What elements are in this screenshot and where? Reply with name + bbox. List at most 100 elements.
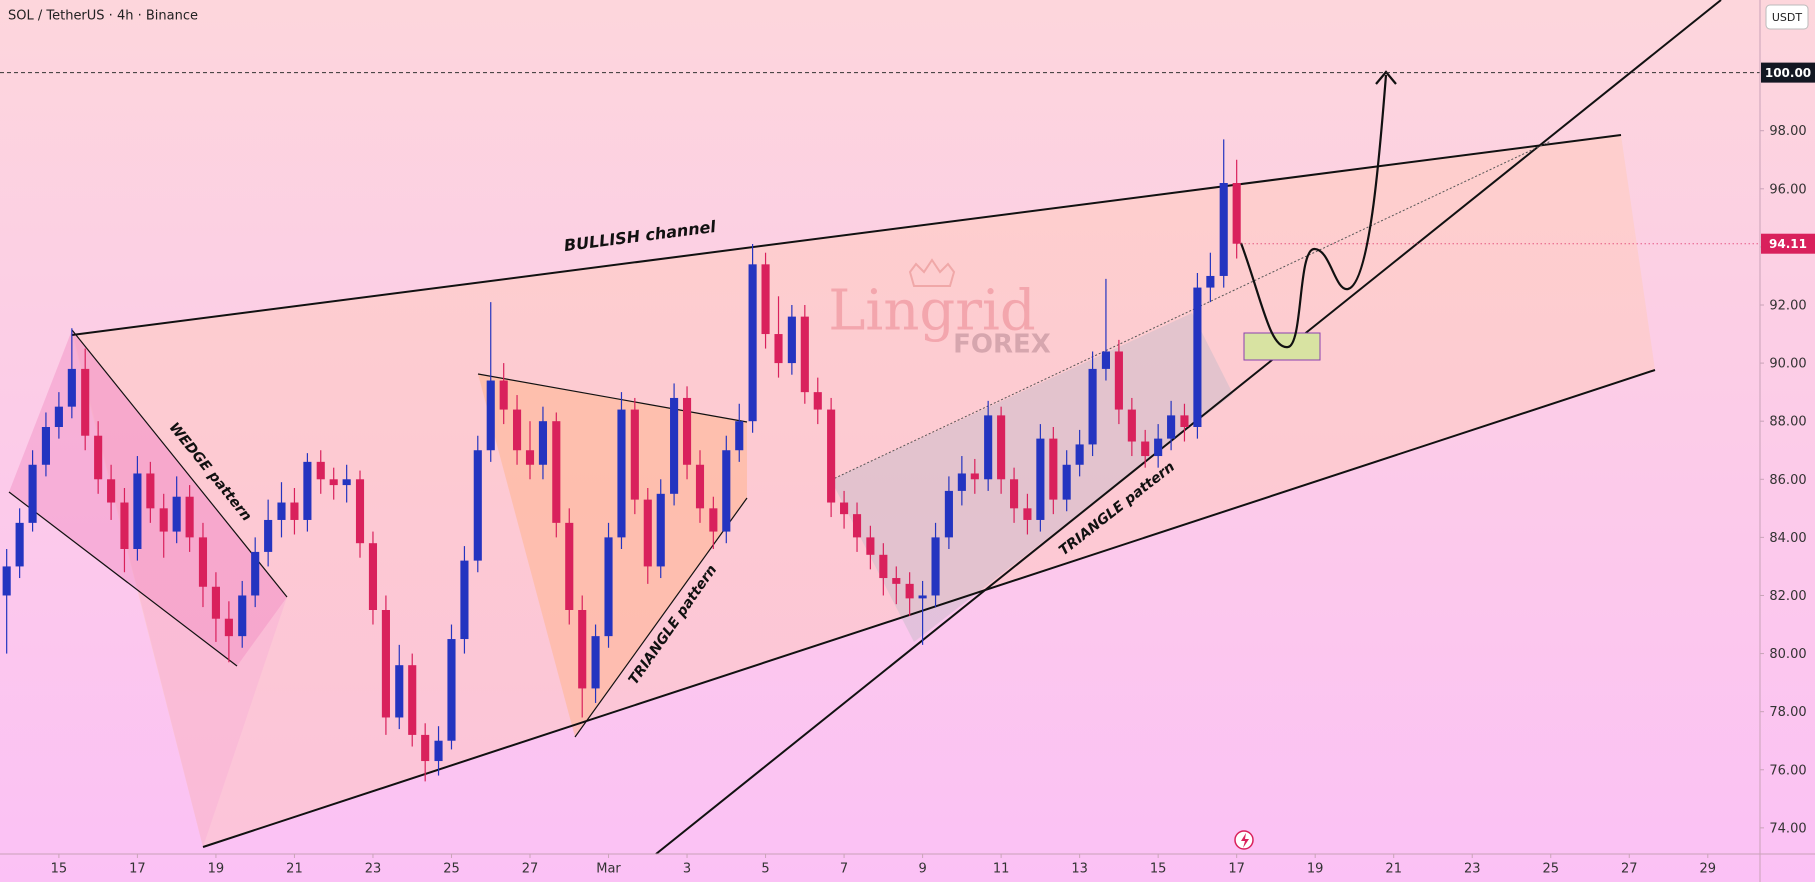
- x-tick-label: 27: [1621, 862, 1638, 877]
- candle-body: [997, 415, 1006, 480]
- candle-body: [905, 583, 914, 599]
- candle-body: [1023, 508, 1032, 520]
- candle-body: [264, 519, 273, 552]
- plot: [0, 72, 1760, 782]
- candle-body: [107, 479, 116, 503]
- x-tick-label: 15: [51, 862, 68, 877]
- candle-body: [1232, 183, 1241, 244]
- candle-body: [879, 554, 888, 579]
- x-tick-label: 17: [1228, 862, 1245, 877]
- chart-title: SOL / TetherUS · 4h · Binance: [8, 9, 198, 24]
- candle-body: [290, 502, 299, 520]
- candle-body: [133, 473, 142, 549]
- candle-body: [931, 537, 940, 596]
- candle-body: [1127, 409, 1136, 442]
- candle-body: [316, 461, 325, 480]
- candle-body: [355, 479, 365, 544]
- candle-body: [473, 450, 482, 561]
- x-tick-label: 21: [1385, 862, 1402, 877]
- x-tick-label: 23: [365, 862, 382, 877]
- x-tick-label: 29: [1700, 862, 1717, 877]
- candle-body: [1154, 438, 1163, 457]
- candle-body: [722, 450, 731, 532]
- x-tick-label: 25: [1542, 862, 1559, 877]
- candle-body: [852, 514, 862, 538]
- candle-body: [800, 316, 809, 393]
- x-tick-label: 13: [1071, 862, 1088, 877]
- candle-body: [120, 502, 129, 549]
- candle-body: [421, 734, 430, 762]
- watermark: FOREX: [953, 330, 1051, 360]
- candle-body: [918, 595, 927, 599]
- candle-body: [146, 473, 155, 509]
- candle-body: [970, 473, 979, 480]
- candle-body: [342, 479, 351, 486]
- candle-body: [866, 537, 875, 555]
- x-tick-label: 15: [1150, 862, 1167, 877]
- projection-arrow: [1375, 70, 1397, 85]
- x-tick-label: Mar: [596, 862, 621, 877]
- x-tick-label: 21: [286, 862, 303, 877]
- y-tick-label: 88.00: [1769, 415, 1806, 430]
- candle-body: [709, 508, 718, 532]
- y-tick-label: 96.00: [1769, 182, 1806, 197]
- candle-body: [604, 537, 613, 637]
- candle-body: [774, 334, 783, 364]
- candle-body: [395, 665, 404, 718]
- candle-body: [329, 479, 338, 486]
- candle-body: [277, 502, 286, 520]
- y-tick-label: 82.00: [1769, 589, 1806, 604]
- candle-body: [499, 380, 508, 410]
- candle-body: [670, 397, 679, 494]
- candle-body: [656, 493, 665, 567]
- projection-path: [1239, 74, 1388, 349]
- y-tick-label: 74.00: [1769, 821, 1806, 836]
- candle-body: [54, 406, 63, 427]
- candle-body: [1193, 287, 1202, 427]
- currency: USDT: [1772, 11, 1803, 24]
- x-tick-label: 3: [683, 862, 691, 877]
- y-tick-label: 84.00: [1769, 531, 1806, 546]
- candle-body: [1167, 415, 1176, 439]
- x-tick-label: 25: [443, 862, 460, 877]
- candle-body: [1075, 444, 1084, 465]
- candle-body: [434, 740, 443, 762]
- x-tick-label: 7: [840, 862, 848, 877]
- candle-body: [578, 610, 587, 689]
- candle-body: [682, 397, 692, 465]
- triangle-line: [574, 497, 748, 738]
- candle-body: [984, 415, 993, 480]
- candle-body: [251, 551, 260, 596]
- candle-body: [695, 464, 705, 509]
- x-tick-label: 19: [208, 862, 225, 877]
- watermark-crown: [908, 258, 956, 287]
- candle-body: [565, 522, 574, 610]
- y-tick-label: 80.00: [1769, 647, 1806, 662]
- wedge-line: [8, 491, 238, 667]
- candle-body: [1206, 275, 1215, 288]
- candle-body: [1049, 438, 1058, 500]
- candle-body: [1180, 415, 1189, 427]
- x-tick-label: 17: [129, 862, 146, 877]
- candle-body: [538, 421, 548, 465]
- currency-box: [1765, 4, 1809, 30]
- candle-body: [944, 490, 953, 538]
- candle-body: [1141, 441, 1150, 457]
- candle-body: [813, 392, 822, 410]
- candle-body: [94, 435, 103, 480]
- x-tick-label: 23: [1464, 862, 1481, 877]
- x-tick-label: 5: [761, 862, 769, 877]
- y-tick-label: 90.00: [1769, 357, 1806, 372]
- x-tick-label: 19: [1307, 862, 1324, 877]
- y-tick-label: 98.00: [1769, 124, 1806, 139]
- event-icon-bolt: [1241, 833, 1249, 848]
- candle-body: [525, 450, 535, 465]
- candle-body: [368, 543, 378, 610]
- candle-body: [159, 508, 168, 532]
- candle-body: [827, 409, 836, 503]
- candle-body: [1036, 438, 1045, 520]
- candle-body: [41, 427, 50, 465]
